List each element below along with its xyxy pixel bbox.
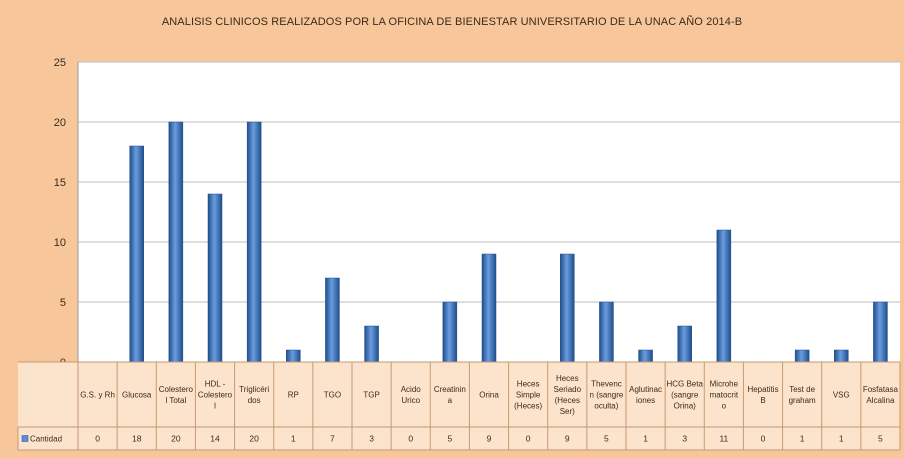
data-label: 1 (800, 434, 805, 444)
category-label: Hepatitis B (747, 385, 778, 405)
bar (873, 301, 888, 363)
data-label: 20 (171, 434, 181, 444)
y-tick-label: 15 (54, 177, 66, 189)
category-label: Colestero l Total (159, 385, 194, 405)
data-label: 3 (369, 434, 374, 444)
category-label: Fosfatasa Alcalina (863, 385, 899, 405)
y-tick-label: 5 (60, 297, 66, 309)
y-tick-label: 10 (54, 237, 66, 249)
bar (794, 349, 810, 363)
category-label: Microhe matocrit o (710, 380, 739, 411)
data-label: 9 (487, 434, 492, 444)
category-label: Glucosa (122, 391, 152, 400)
bar (168, 121, 184, 363)
category-label: Acido Urico (401, 385, 422, 405)
bar (442, 301, 458, 363)
data-label: 11 (719, 434, 728, 444)
bars (129, 121, 888, 363)
category-label: VSG (833, 391, 850, 400)
category-label: Thevenc n (sangre oculta) (590, 380, 624, 411)
data-label: 0 (408, 434, 413, 444)
data-label: 0 (526, 434, 531, 444)
bar (246, 121, 262, 363)
bar (834, 349, 849, 363)
category-label: RP (288, 391, 299, 400)
data-label: 14 (210, 434, 220, 444)
data-label: 20 (249, 434, 259, 444)
bar (207, 193, 223, 363)
data-label: 5 (878, 434, 883, 444)
legend-label: Cantidad (30, 435, 62, 444)
bar (599, 301, 614, 363)
chart-title: ANALISIS CLINICOS REALIZADOS POR LA OFIC… (161, 16, 743, 28)
data-label: 1 (291, 434, 296, 444)
category-label: TGO (324, 391, 341, 400)
data-label: 1 (839, 434, 844, 444)
category-label: Heces Simple (Heces) (514, 380, 542, 411)
category-label: Heces Seriado (Heces Ser) (553, 374, 581, 416)
category-label: Triglicéri dos (239, 385, 269, 405)
bar (677, 325, 692, 363)
category-label: Creatinin a (434, 385, 466, 405)
data-label: 3 (682, 434, 687, 444)
y-axis-ticks: 0510152025 (54, 57, 66, 369)
data-label: 7 (330, 434, 335, 444)
data-label: 18 (132, 434, 142, 444)
category-label: Orina (479, 391, 499, 400)
data-label: 5 (604, 434, 609, 444)
bar (129, 145, 144, 363)
category-label: HCG Beta (sangre Orina) (666, 380, 703, 411)
bar (286, 349, 301, 363)
category-label: G.S. y Rh (80, 391, 115, 400)
category-label: Aglutinac iones (629, 385, 662, 405)
bar (560, 253, 575, 363)
data-label: 0 (761, 434, 766, 444)
category-label: TGP (363, 391, 379, 400)
data-label: 5 (447, 434, 452, 444)
legend-swatch (21, 435, 29, 442)
bar (325, 277, 340, 363)
category-label: Test de graham (789, 385, 816, 405)
bar (638, 349, 653, 363)
bar (716, 229, 732, 363)
y-tick-label: 20 (54, 117, 66, 129)
bar (364, 325, 379, 363)
data-label: 1 (643, 434, 648, 444)
bar (481, 253, 497, 363)
data-label: 0 (95, 434, 100, 444)
y-tick-label: 25 (54, 57, 66, 69)
data-label: 9 (565, 434, 570, 444)
category-label: HDL -Colestero l (198, 380, 233, 411)
data-table-bg (18, 362, 900, 450)
